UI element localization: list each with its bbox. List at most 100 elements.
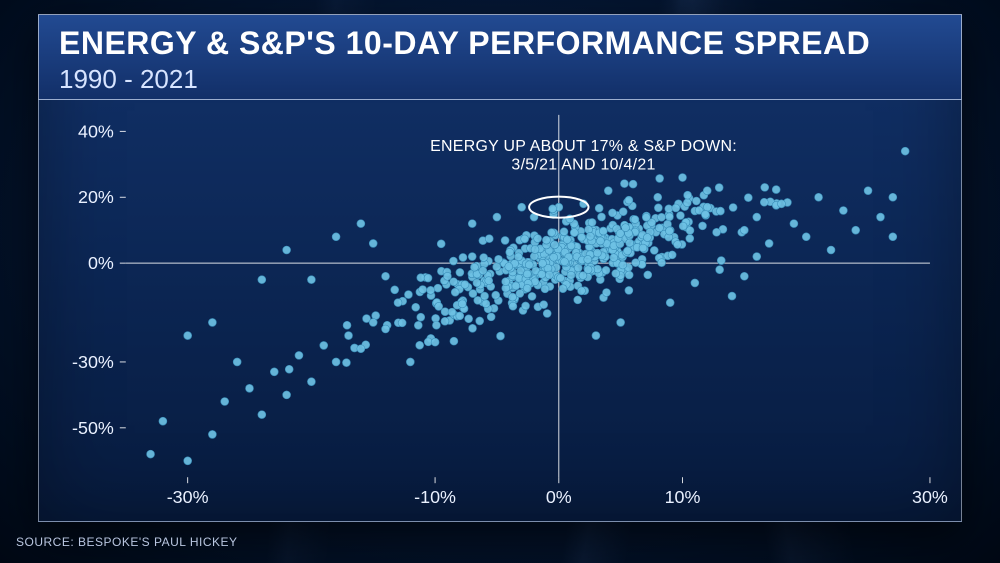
data-point: [412, 303, 420, 311]
data-point: [728, 292, 736, 300]
data-point: [691, 279, 699, 287]
data-point: [654, 204, 662, 212]
data-point: [639, 244, 647, 252]
data-point: [469, 324, 477, 332]
data-point: [716, 207, 724, 215]
data-point: [744, 194, 752, 202]
data-point: [666, 227, 674, 235]
data-point: [729, 204, 737, 212]
data-point: [676, 212, 684, 220]
data-point: [655, 224, 663, 232]
data-point: [270, 368, 278, 376]
data-point: [889, 193, 897, 201]
data-point: [307, 276, 315, 284]
data-point: [485, 235, 493, 243]
data-point: [449, 257, 457, 265]
data-point: [283, 391, 291, 399]
data-point: [307, 378, 315, 386]
data-point: [624, 247, 632, 255]
y-tick-label: -50%: [72, 418, 114, 438]
data-point: [658, 213, 666, 221]
data-point: [424, 274, 432, 282]
data-point: [679, 174, 687, 182]
data-point: [427, 286, 435, 294]
data-point: [441, 317, 449, 325]
data-point: [382, 325, 390, 333]
y-tick-label: 0%: [88, 253, 114, 273]
data-point: [668, 251, 676, 259]
data-point: [391, 286, 399, 294]
data-point: [827, 246, 835, 254]
data-point: [506, 248, 514, 256]
data-point: [699, 222, 707, 230]
data-point: [901, 147, 909, 155]
data-point: [625, 196, 633, 204]
data-point: [656, 174, 664, 182]
data-point: [233, 358, 241, 366]
data-point: [283, 246, 291, 254]
data-point: [369, 318, 377, 326]
data-point: [889, 233, 897, 241]
data-point: [548, 229, 556, 237]
data-point: [672, 204, 680, 212]
data-point: [666, 299, 674, 307]
data-point: [666, 213, 674, 221]
data-point: [608, 209, 616, 217]
data-point: [644, 271, 652, 279]
data-point: [631, 216, 639, 224]
data-point: [522, 302, 530, 310]
data-point: [476, 317, 484, 325]
data-point: [658, 259, 666, 267]
data-point: [437, 240, 445, 248]
data-point: [345, 332, 353, 340]
data-point: [493, 213, 501, 221]
data-point: [456, 268, 464, 276]
data-point: [598, 213, 606, 221]
data-point: [717, 257, 725, 265]
panel-subtitle: 1990 - 2021: [59, 64, 941, 95]
data-point: [551, 241, 559, 249]
data-point: [550, 253, 558, 261]
data-point: [612, 269, 620, 277]
data-point: [586, 232, 594, 240]
data-point: [468, 253, 476, 261]
data-point: [549, 205, 557, 213]
data-point: [434, 284, 442, 292]
y-tick-label: 40%: [78, 121, 114, 141]
data-point: [487, 313, 495, 321]
data-point: [509, 293, 517, 301]
data-point: [626, 239, 634, 247]
y-tick-label: -30%: [72, 352, 114, 372]
data-point: [703, 203, 711, 211]
data-point: [493, 263, 501, 271]
data-point: [357, 345, 365, 353]
data-point: [382, 272, 390, 280]
data-point: [701, 210, 709, 218]
data-point: [625, 271, 633, 279]
y-tick-label: 20%: [78, 187, 114, 207]
data-point: [497, 332, 505, 340]
data-point: [790, 220, 798, 228]
data-point: [761, 183, 769, 191]
data-point: [501, 236, 509, 244]
data-point: [665, 205, 673, 213]
data-point: [469, 290, 477, 298]
data-point: [578, 287, 586, 295]
data-point: [686, 234, 694, 242]
data-point: [643, 234, 651, 242]
data-point: [414, 321, 422, 329]
data-point: [683, 199, 691, 207]
data-point: [620, 180, 628, 188]
data-point: [584, 255, 592, 263]
data-point: [619, 208, 627, 216]
data-point: [246, 384, 254, 392]
data-point: [679, 222, 687, 230]
data-point: [417, 313, 425, 321]
data-point: [332, 358, 340, 366]
data-point: [588, 218, 596, 226]
data-point: [431, 338, 439, 346]
data-point: [208, 318, 216, 326]
data-point: [419, 286, 427, 294]
data-point: [417, 274, 425, 282]
annotation-text: ENERGY UP ABOUT 17% & S&P DOWN:: [430, 138, 737, 155]
